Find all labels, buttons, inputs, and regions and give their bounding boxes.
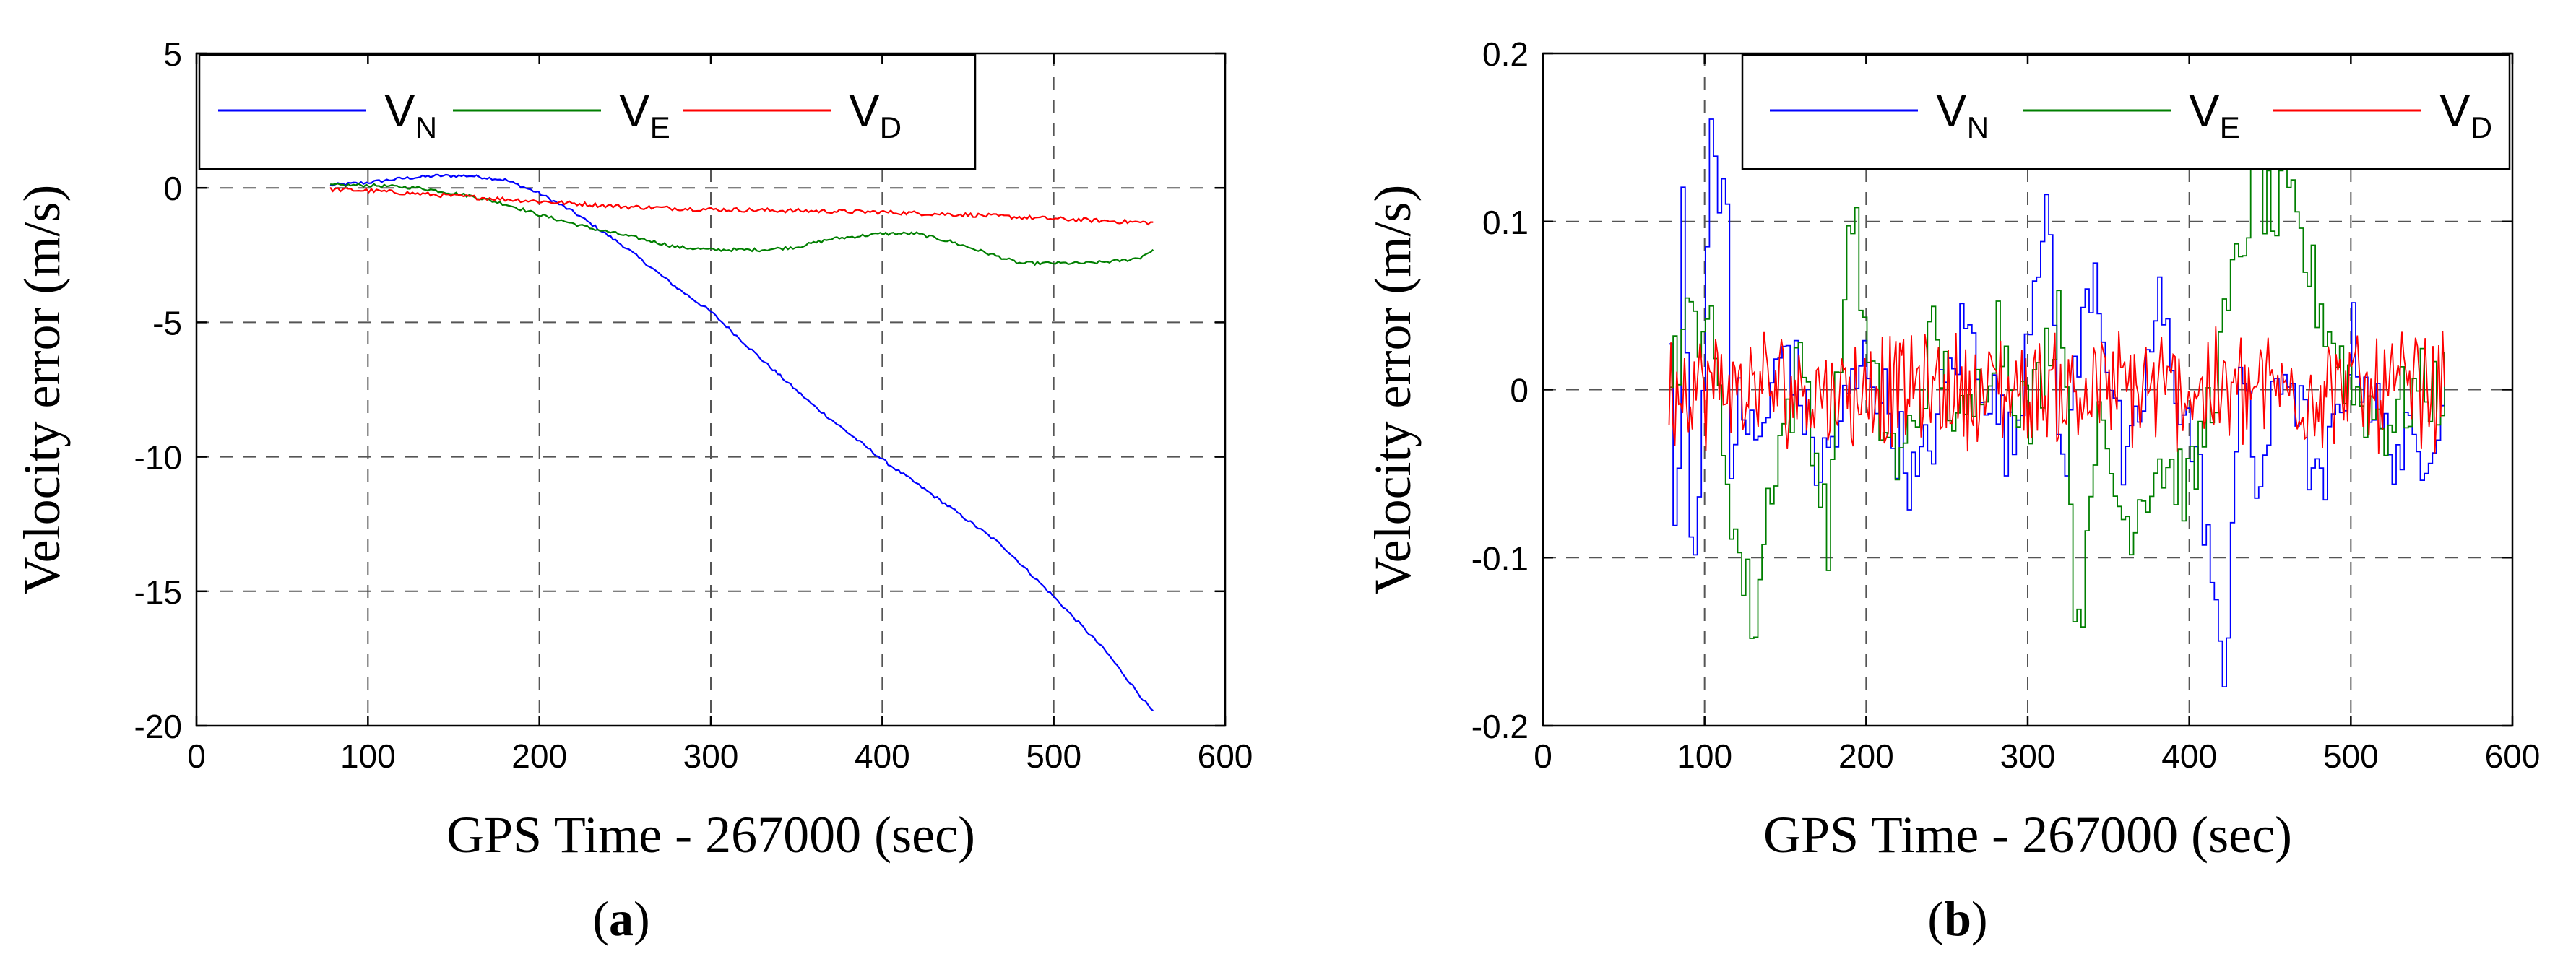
legend-label-VD: VD xyxy=(849,84,902,144)
y-axis-label: Velocity error (m/s) xyxy=(13,185,71,595)
y-tick-label: -20 xyxy=(134,708,182,745)
x-tick-label: 600 xyxy=(1198,737,1253,775)
legend-label-VN: VN xyxy=(1936,84,1989,144)
legend: VN VE VD xyxy=(1741,53,2511,170)
x-tick-label: 100 xyxy=(1677,737,1732,775)
chart-panel-a: VN VE VD 0 100 200 300 400 500 600 -20 -15 -10 -5 0 5 GP… xyxy=(13,35,1253,946)
legend: VN VE VD xyxy=(198,53,977,170)
x-tick-label: 500 xyxy=(2323,737,2379,775)
y-tick-label: -10 xyxy=(134,439,182,477)
series-line-VN xyxy=(329,173,1154,712)
series-line-VD xyxy=(329,186,1154,226)
legend-box xyxy=(198,53,977,170)
y-axis-label: Velocity error (m/s) xyxy=(1364,185,1422,595)
x-axis-label: GPS Time - 267000 (sec) xyxy=(446,806,975,864)
x-tick-label: 300 xyxy=(683,737,739,775)
x-tick-label: 0 xyxy=(187,737,206,775)
legend-label-VE: VE xyxy=(619,84,670,144)
x-tick-label: 400 xyxy=(855,737,910,775)
x-tick-label: 500 xyxy=(1026,737,1081,775)
x-tick-label: 200 xyxy=(1838,737,1894,775)
panel-label: (b) xyxy=(1927,891,1987,946)
series-line-VD xyxy=(1668,326,2445,454)
legend-box xyxy=(1741,53,2511,170)
legend-label-VE: VE xyxy=(2189,84,2240,144)
panel-label: (a) xyxy=(592,891,649,946)
chart-panel-b: VN VE VD 0 100 200 300 400 500 600 -0.2 -0.1 0 0.1 0.2… xyxy=(1364,35,2540,946)
x-tick-label: 600 xyxy=(2485,737,2541,775)
series-line-VE xyxy=(330,183,1154,266)
y-tick-label: 5 xyxy=(163,35,182,73)
series-line-VE xyxy=(1669,143,2445,639)
x-axis-label: GPS Time - 267000 (sec) xyxy=(1763,806,2292,864)
y-tick-label: -0.2 xyxy=(1471,708,1529,745)
y-tick-label: -0.1 xyxy=(1471,539,1529,577)
x-tick-label: 0 xyxy=(1534,737,1552,775)
x-tick-label: 100 xyxy=(340,737,396,775)
y-tick-label: 0.1 xyxy=(1482,204,1529,241)
y-tick-label: -5 xyxy=(152,304,182,342)
legend-label-VD: VD xyxy=(2439,84,2492,144)
legend-label-VN: VN xyxy=(384,84,437,144)
x-tick-label: 200 xyxy=(511,737,567,775)
y-tick-label: 0 xyxy=(163,170,182,207)
x-tick-label: 400 xyxy=(2161,737,2217,775)
x-tick-label: 300 xyxy=(2000,737,2056,775)
y-tick-label: 0 xyxy=(1510,372,1529,409)
y-tick-label: -15 xyxy=(134,573,182,611)
y-tick-label: 0.2 xyxy=(1482,35,1529,73)
